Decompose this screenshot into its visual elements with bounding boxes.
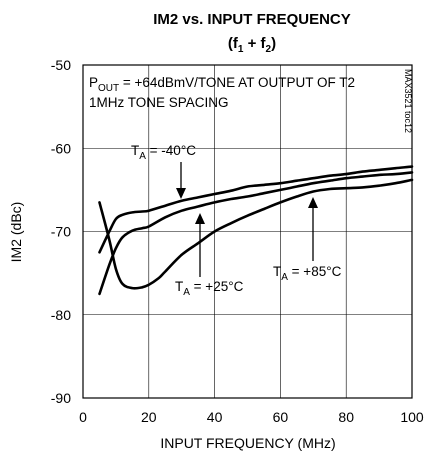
series-line-plus85c bbox=[98, 178, 414, 290]
y-tick-label: -90 bbox=[51, 390, 71, 406]
grid-lines bbox=[83, 65, 412, 398]
chart-subtitle: (f1 + f2) bbox=[228, 35, 276, 55]
x-axis-ticks: 0 20 40 60 80 100 bbox=[79, 409, 424, 425]
series-line-plus25c bbox=[98, 171, 414, 296]
x-tick-label: 40 bbox=[207, 409, 223, 425]
y-tick-label: -60 bbox=[51, 140, 71, 156]
y-tick-label: -50 bbox=[51, 57, 71, 73]
y-axis-ticks: -50 -60 -70 -80 -90 bbox=[51, 57, 71, 406]
series-line-minus40c bbox=[98, 165, 414, 254]
arrowhead-plus25c bbox=[195, 213, 205, 224]
x-tick-label: 0 bbox=[79, 409, 87, 425]
series-lines bbox=[98, 165, 414, 296]
series-label-plus85c: TA = +85°C bbox=[273, 264, 342, 283]
x-tick-label: 60 bbox=[273, 409, 289, 425]
x-tick-label: 100 bbox=[400, 409, 424, 425]
y-tick-label: -70 bbox=[51, 224, 71, 240]
plot-frame bbox=[82, 64, 413, 399]
figure-code: MAX3521 toc12 bbox=[403, 69, 413, 133]
y-axis-label: IM2 (dBc) bbox=[8, 202, 24, 263]
arrowhead-plus85c bbox=[308, 197, 318, 208]
arrowhead-minus40c bbox=[176, 188, 186, 199]
series-label-minus40c: TA = -40°C bbox=[131, 143, 196, 162]
condition-note-line1: POUT = +64dBmV/TONE AT OUTPUT OF T2 bbox=[89, 75, 355, 94]
condition-note-line2: 1MHz TONE SPACING bbox=[89, 95, 229, 110]
x-tick-label: 80 bbox=[338, 409, 354, 425]
series-label-plus25c: TA = +25°C bbox=[175, 279, 244, 298]
y-tick-label: -80 bbox=[51, 307, 71, 323]
x-tick-label: 20 bbox=[141, 409, 157, 425]
chart-title: IM2 vs. INPUT FREQUENCY bbox=[153, 11, 351, 28]
x-axis-label: INPUT FREQUENCY (MHz) bbox=[160, 435, 335, 451]
